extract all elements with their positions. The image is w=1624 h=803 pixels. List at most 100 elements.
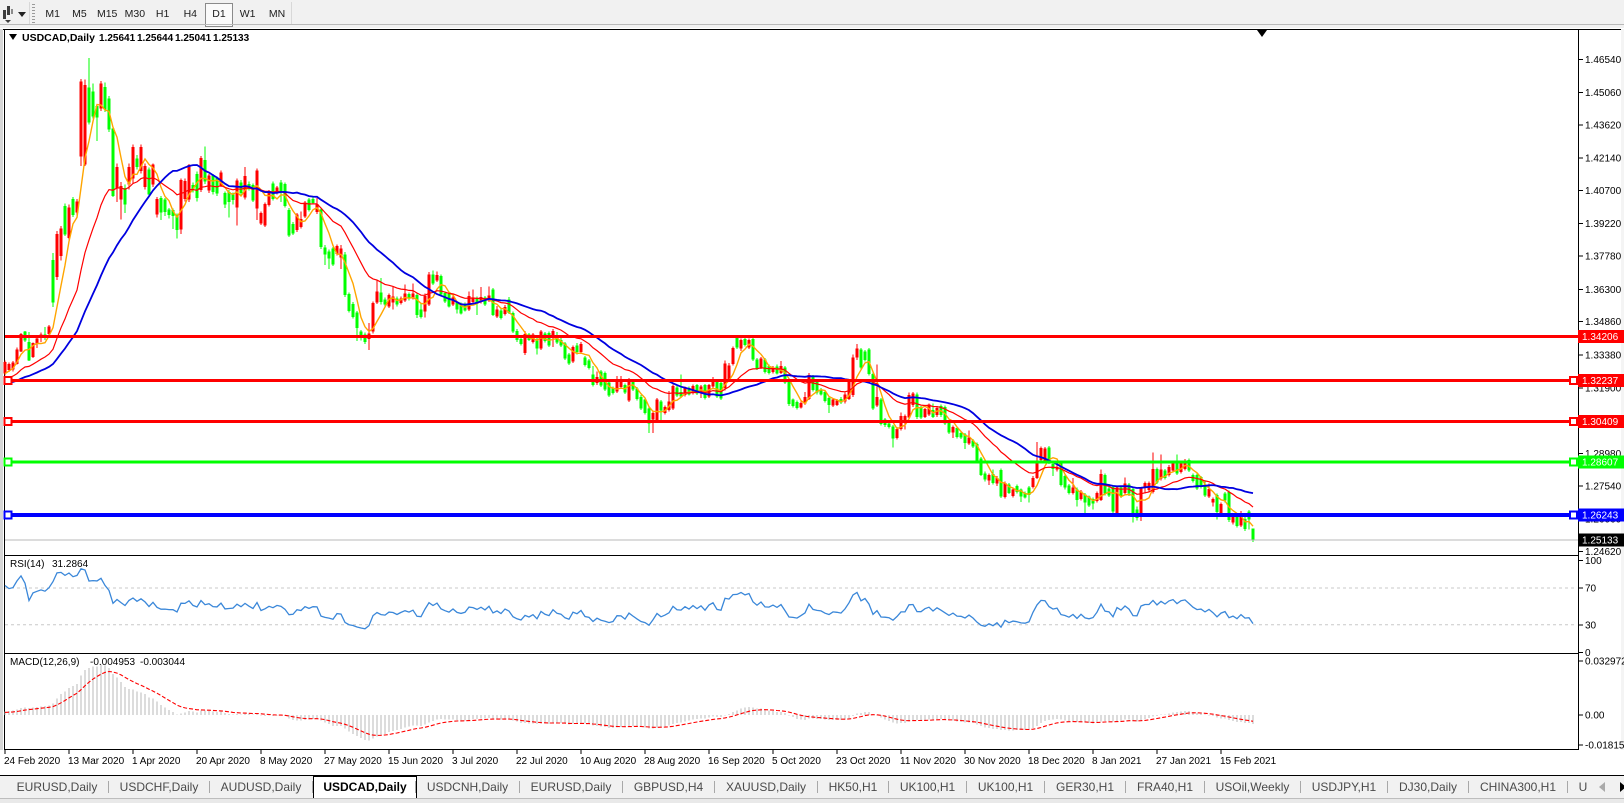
date-axis-label: 8 May 2020: [260, 756, 313, 767]
hline-1.32237[interactable]: [5, 379, 1578, 382]
svg-text:1.25133: 1.25133: [1582, 535, 1619, 546]
hline-handle-left-1.32237[interactable]: [5, 377, 12, 384]
hline-handle-right-1.32237[interactable]: [1570, 377, 1577, 384]
macd-value-main: -0.004953: [90, 657, 135, 668]
chart-title-symbol: USDCAD,Daily: [22, 32, 95, 44]
price-badge-1.32237: 1.32237: [1578, 374, 1624, 387]
chart-tab-HK50-H1[interactable]: HK50,H1: [818, 776, 888, 798]
current-price-badge: 1.25133: [1578, 533, 1624, 546]
hline-1.28607[interactable]: [5, 460, 1578, 463]
price-axis-label: 1.39220: [1585, 219, 1622, 230]
date-axis-label: 13 Mar 2020: [68, 756, 125, 767]
date-axis-label: 24 Feb 2020: [4, 756, 61, 767]
date-axis-label: 28 Aug 2020: [644, 756, 701, 767]
chart-tab-GBPUSD-H4[interactable]: GBPUSD,H4: [623, 776, 714, 798]
horizontal-lines: [5, 335, 1579, 541]
chart-title-high: 1.25644: [137, 33, 174, 44]
price-axis-label: 1.46540: [1585, 55, 1622, 66]
rsi-axis-label: 30: [1585, 620, 1597, 631]
hline-1.26243[interactable]: [5, 513, 1578, 517]
macd-panel: 0.032972 0.00 -0.018154 MACD(12,26,9) -0.004…: [5, 656, 1624, 751]
tab-bar-border: [0, 775, 1624, 776]
chart-tab-GER30-H1[interactable]: GER30,H1: [1045, 776, 1125, 798]
tab-scroll-left-icon[interactable]: [1596, 780, 1610, 794]
hline-handle-right-1.26243[interactable]: [1570, 512, 1577, 519]
chart-tab-FRA40-H1[interactable]: FRA40,H1: [1126, 776, 1204, 798]
rsi-axis-label: 100: [1585, 556, 1602, 567]
date-axis-label: 1 Apr 2020: [132, 756, 181, 767]
chart-tab-U[interactable]: U: [1568, 776, 1598, 798]
price-badge-1.26243: 1.26243: [1578, 509, 1624, 522]
date-axis-label: 5 Oct 2020: [772, 756, 821, 767]
hline-handle-right-1.30409[interactable]: [1570, 418, 1577, 425]
chart-tab-AUDUSD-Daily[interactable]: AUDUSD,Daily: [210, 776, 312, 798]
chart-title-close: 1.25133: [213, 33, 250, 44]
collapse-arrow-icon[interactable]: [9, 34, 17, 40]
svg-text:1.34206: 1.34206: [1582, 332, 1619, 343]
date-axis: 24 Feb 2020 13 Mar 2020 1 Apr 2020 20 Apr 2…: [4, 750, 1277, 767]
date-axis-label: 3 Jul 2020: [452, 756, 499, 767]
price-axis-label: 1.40700: [1585, 186, 1622, 197]
price-axis-label: 1.34860: [1585, 317, 1622, 328]
date-axis-label: 20 Apr 2020: [196, 756, 250, 767]
chart-tab-XAUUSD-Daily[interactable]: XAUUSD,Daily: [715, 776, 817, 798]
svg-text:1.32237: 1.32237: [1582, 376, 1619, 387]
price-badge-1.34206: 1.34206: [1578, 330, 1624, 343]
hline-handle-left-1.26243[interactable]: [5, 512, 12, 519]
window-bottom-strip: [0, 798, 1624, 803]
hline-handle-right-1.28607[interactable]: [1570, 458, 1577, 465]
macd-label: MACD(12,26,9): [10, 657, 79, 668]
chart-shift-marker[interactable]: [1257, 30, 1267, 37]
chart-title-low: 1.25041: [175, 33, 212, 44]
price-axis: 1.465401.450601.436201.421401.407001.392…: [1579, 55, 1622, 558]
chart-title-open: 1.25641: [99, 33, 136, 44]
hline-1.30409[interactable]: [5, 420, 1578, 423]
macd-value-signal: -0.003044: [140, 657, 185, 668]
price-axis-label: 1.37780: [1585, 252, 1622, 263]
chart-tab-USDCAD-Daily[interactable]: USDCAD,Daily: [313, 776, 417, 799]
chart-tab-USDJPY-H1[interactable]: USDJPY,H1: [1301, 776, 1387, 798]
date-axis-label: 23 Oct 2020: [836, 756, 891, 767]
price-axis-label: 1.36300: [1585, 285, 1622, 296]
hline-1.34206[interactable]: [5, 335, 1578, 338]
price-axis-label: 1.43620: [1585, 120, 1622, 131]
chart-tab-EURUSD-Daily[interactable]: EURUSD,Daily: [520, 776, 622, 798]
price-chart[interactable]: [4, 58, 1255, 542]
price-badge-1.28607: 1.28607: [1578, 455, 1624, 468]
rsi-value: 31.2864: [52, 559, 89, 570]
chart-tab-USDCHF-Daily[interactable]: USDCHF,Daily: [109, 776, 209, 798]
hline-handle-left-1.30409[interactable]: [5, 418, 12, 425]
date-axis-label: 18 Dec 2020: [1028, 756, 1085, 767]
chart-tab-CHINA300-H1[interactable]: CHINA300,H1: [1469, 776, 1567, 798]
date-axis-label: 30 Nov 2020: [964, 756, 1021, 767]
svg-text:1.26243: 1.26243: [1582, 511, 1619, 522]
date-axis-label: 10 Aug 2020: [580, 756, 637, 767]
price-axis-label: 1.27540: [1585, 481, 1622, 492]
rsi-label: RSI(14): [10, 559, 44, 570]
macd-axis-label: 0.00: [1585, 711, 1605, 722]
chart-tab-USDCNH-Daily[interactable]: USDCNH,Daily: [416, 776, 519, 798]
price-axis-label: 1.45060: [1585, 88, 1622, 99]
chart-tab-EURUSD-Daily[interactable]: EURUSD,Daily: [6, 776, 108, 798]
ma-20-line: [5, 177, 1253, 507]
chart-tab-UK100-H1[interactable]: UK100,H1: [967, 776, 1044, 798]
macd-axis-label: -0.018154: [1585, 740, 1624, 751]
date-axis-label: 27 Jan 2021: [1156, 756, 1211, 767]
chart-tab-USOil-Weekly[interactable]: USOil,Weekly: [1205, 776, 1300, 798]
chart-tab-UK100-H1[interactable]: UK100,H1: [889, 776, 966, 798]
bid-price-line: [5, 539, 1578, 540]
svg-text:1.30409: 1.30409: [1582, 417, 1619, 428]
date-axis-label: 27 May 2020: [324, 756, 382, 767]
price-badge-1.30409: 1.30409: [1578, 415, 1624, 428]
ma-30-line: [5, 165, 1253, 493]
macd-axis-label: 0.032972: [1585, 656, 1624, 667]
rsi-line: [5, 569, 1253, 629]
chart-tab-DJ30-Daily[interactable]: DJ30,Daily: [1388, 776, 1468, 798]
tab-scroll-right-icon[interactable]: [1615, 780, 1624, 794]
hline-handle-left-1.28607[interactable]: [5, 458, 12, 465]
